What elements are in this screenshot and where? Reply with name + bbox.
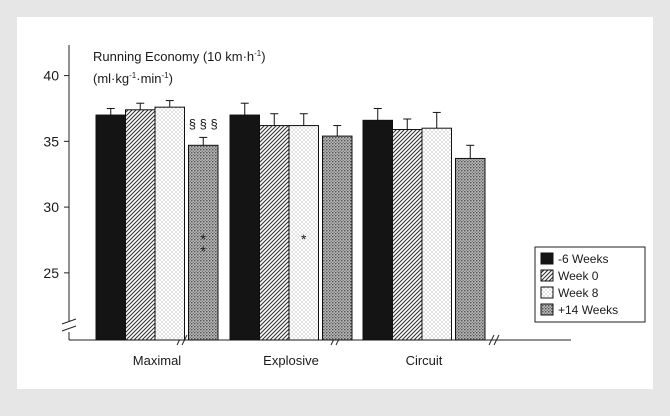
bar [125, 109, 156, 341]
bar [229, 114, 260, 341]
chart-title: Running Economy (10 km·h-1) (ml·kg-1·min… [93, 49, 266, 86]
bar [455, 157, 486, 341]
bar [288, 125, 319, 341]
bar [95, 114, 126, 341]
legend-swatch [540, 303, 554, 316]
x-category-label: Maximal [133, 353, 182, 368]
x-axis: Maximal Explosive Circuit [69, 334, 571, 368]
y-tick-label: 25 [43, 265, 59, 281]
x-category-label: Circuit [406, 353, 443, 368]
chart-panel: Running Economy (10 km·h-1) (ml·kg-1·min… [17, 17, 653, 389]
legend-swatch [540, 286, 554, 299]
legend-label: -6 Weeks [558, 252, 608, 266]
legend-swatch [540, 252, 554, 265]
y-tick-label: 40 [43, 68, 59, 84]
x-axis-break-mark [488, 334, 495, 346]
bar [259, 125, 290, 341]
chart-title-line-1: Running Economy (10 km·h-1) [93, 49, 266, 64]
legend-label: Week 0 [558, 269, 599, 283]
y-tick-label: 30 [43, 199, 59, 215]
asterisk-annotation: * [201, 243, 207, 259]
bar [392, 129, 423, 341]
legend-label: +14 Weeks [558, 303, 618, 317]
bar [154, 106, 185, 341]
y-axis: 25 30 35 40 [43, 45, 77, 340]
y-axis-break-mark [61, 325, 77, 332]
bars-group [95, 100, 486, 341]
legend: -6 Weeks Week 0 Week 8 +14 Weeks [534, 246, 646, 323]
annotations-group: § § §*** [189, 116, 307, 259]
chart-title-line-2: (ml·kg-1·min-1) [93, 71, 173, 86]
bar [362, 119, 393, 341]
significance-annotation: § § § [189, 116, 218, 131]
legend-swatch [540, 269, 554, 282]
bar [322, 135, 353, 341]
running-economy-chart: Running Economy (10 km·h-1) (ml·kg-1·min… [43, 45, 646, 368]
y-tick-label: 35 [43, 133, 59, 149]
bar [421, 127, 452, 341]
asterisk-annotation: * [201, 231, 207, 247]
asterisk-annotation: * [301, 231, 307, 247]
x-axis-break-mark [493, 334, 500, 346]
y-axis-break-mark [61, 318, 77, 325]
x-category-label: Explosive [263, 353, 319, 368]
legend-label: Week 8 [558, 286, 599, 300]
